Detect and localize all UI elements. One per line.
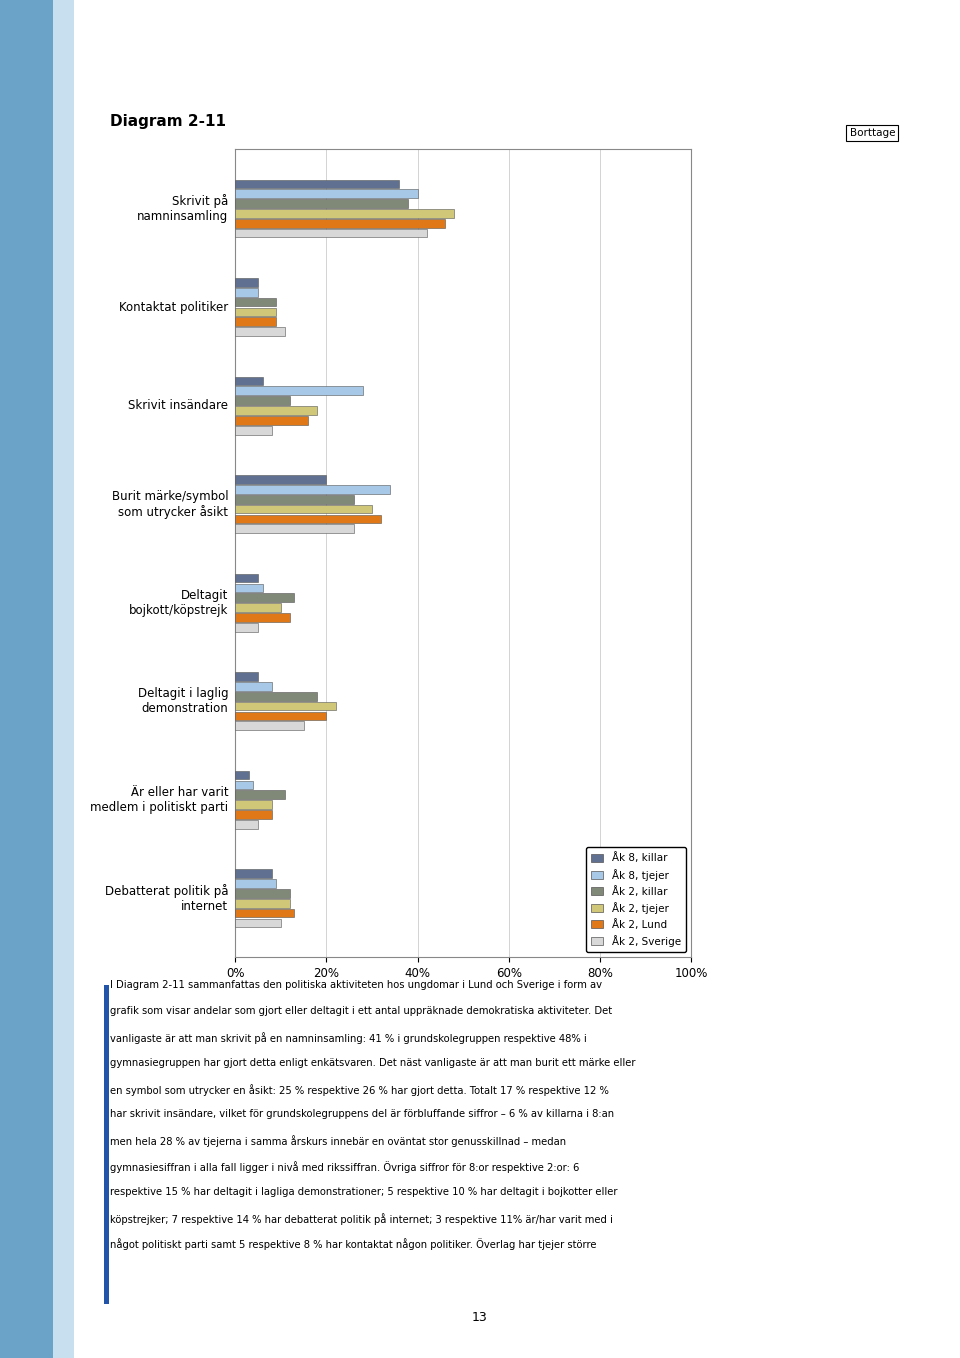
Text: men hela 28 % av tjejerna i samma årskurs innebär en oväntat stor genusskillnad : men hela 28 % av tjejerna i samma årskur… — [110, 1135, 566, 1148]
Bar — [235, 515, 381, 523]
Text: köpstrejker; 7 respektive 14 % har debatterat politik på internet; 3 respektive : köpstrejker; 7 respektive 14 % har debat… — [110, 1213, 613, 1225]
Text: Borttage: Borttage — [850, 128, 895, 139]
Bar — [235, 219, 444, 228]
Text: något politiskt parti samt 5 respektive 8 % har kontaktat någon politiker. Överl: något politiskt parti samt 5 respektive … — [110, 1238, 597, 1251]
Bar — [235, 693, 317, 701]
Text: I Diagram 2-11 sammanfattas den politiska aktiviteten hos ungdomar i Lund och Sv: I Diagram 2-11 sammanfattas den politisk… — [110, 980, 603, 990]
Bar — [235, 820, 258, 828]
Bar — [235, 811, 272, 819]
Text: Deltagit
bojkott/köpstrejk: Deltagit bojkott/köpstrejk — [129, 588, 228, 617]
Bar — [235, 475, 326, 483]
Bar — [235, 623, 258, 631]
Bar — [235, 771, 249, 779]
Bar — [235, 485, 390, 494]
Bar — [235, 573, 258, 583]
Bar — [235, 603, 280, 612]
Bar — [235, 318, 276, 326]
Bar — [235, 397, 290, 405]
Bar — [235, 179, 399, 189]
Text: Skrivit på
namninsamling: Skrivit på namninsamling — [137, 194, 228, 223]
Bar — [235, 593, 295, 602]
Bar — [235, 800, 272, 809]
Bar — [235, 209, 454, 217]
Text: Debatterat politik på
internet: Debatterat politik på internet — [105, 884, 228, 913]
Legend: Åk 8, killar, Åk 8, tjejer, Åk 2, killar, Åk 2, tjejer, Åk 2, Lund, Åk 2, Sverig: Åk 8, killar, Åk 8, tjejer, Åk 2, killar… — [586, 847, 686, 952]
Bar — [235, 416, 308, 425]
Bar — [235, 702, 336, 710]
Bar — [235, 387, 363, 395]
Bar — [235, 288, 258, 296]
Bar — [235, 297, 276, 307]
Bar — [235, 524, 353, 534]
Bar — [235, 712, 326, 720]
Bar — [235, 869, 272, 879]
Text: vanligaste är att man skrivit på en namninsamling: 41 % i grundskolegruppen resp: vanligaste är att man skrivit på en namn… — [110, 1032, 588, 1044]
Text: Är eller har varit
medlem i politiskt parti: Är eller har varit medlem i politiskt pa… — [90, 786, 228, 813]
Bar — [235, 494, 353, 504]
Text: Kontaktat politiker: Kontaktat politiker — [119, 300, 228, 314]
Bar — [235, 672, 258, 680]
Text: 13: 13 — [472, 1310, 488, 1324]
Text: respektive 15 % har deltagit i lagliga demonstrationer; 5 respektive 10 % har de: respektive 15 % har deltagit i lagliga d… — [110, 1187, 618, 1196]
Bar — [235, 189, 418, 198]
Bar — [235, 879, 276, 888]
Bar — [235, 200, 408, 208]
Text: grafik som visar andelar som gjort eller deltagit i ett antal uppräknade demokra: grafik som visar andelar som gjort eller… — [110, 1006, 612, 1016]
Bar — [235, 682, 272, 691]
Text: Burit märke/symbol
som utrycker åsikt: Burit märke/symbol som utrycker åsikt — [111, 489, 228, 519]
Text: Skrivit insändare: Skrivit insändare — [129, 399, 228, 411]
Text: gymnasiesiffran i alla fall ligger i nivå med rikssiffran. Övriga siffror för 8:: gymnasiesiffran i alla fall ligger i niv… — [110, 1161, 580, 1173]
Bar — [235, 278, 258, 287]
Text: har skrivit insändare, vilket för grundskolegruppens del är förbluffande siffror: har skrivit insändare, vilket för grunds… — [110, 1109, 614, 1119]
Bar — [235, 612, 290, 622]
Bar — [235, 584, 263, 592]
Bar — [235, 781, 253, 789]
Text: en symbol som utrycker en åsikt: 25 % respektive 26 % har gjort detta. Totalt 17: en symbol som utrycker en åsikt: 25 % re… — [110, 1084, 610, 1096]
Bar — [235, 918, 280, 928]
Bar — [235, 228, 426, 238]
Text: Diagram 2-11: Diagram 2-11 — [110, 114, 227, 129]
Bar — [235, 899, 290, 907]
Bar — [235, 376, 263, 386]
Bar — [235, 721, 303, 731]
Text: gymnasiegruppen har gjort detta enligt enkätsvaren. Det näst vanligaste är att m: gymnasiegruppen har gjort detta enligt e… — [110, 1058, 636, 1067]
Bar — [235, 909, 295, 918]
Bar — [235, 790, 285, 799]
Bar — [235, 327, 285, 335]
Bar — [235, 406, 317, 414]
Text: Deltagit i laglig
demonstration: Deltagit i laglig demonstration — [137, 687, 228, 716]
Bar — [235, 889, 290, 898]
Bar — [235, 308, 276, 316]
Bar — [235, 426, 272, 435]
Bar — [235, 505, 372, 513]
